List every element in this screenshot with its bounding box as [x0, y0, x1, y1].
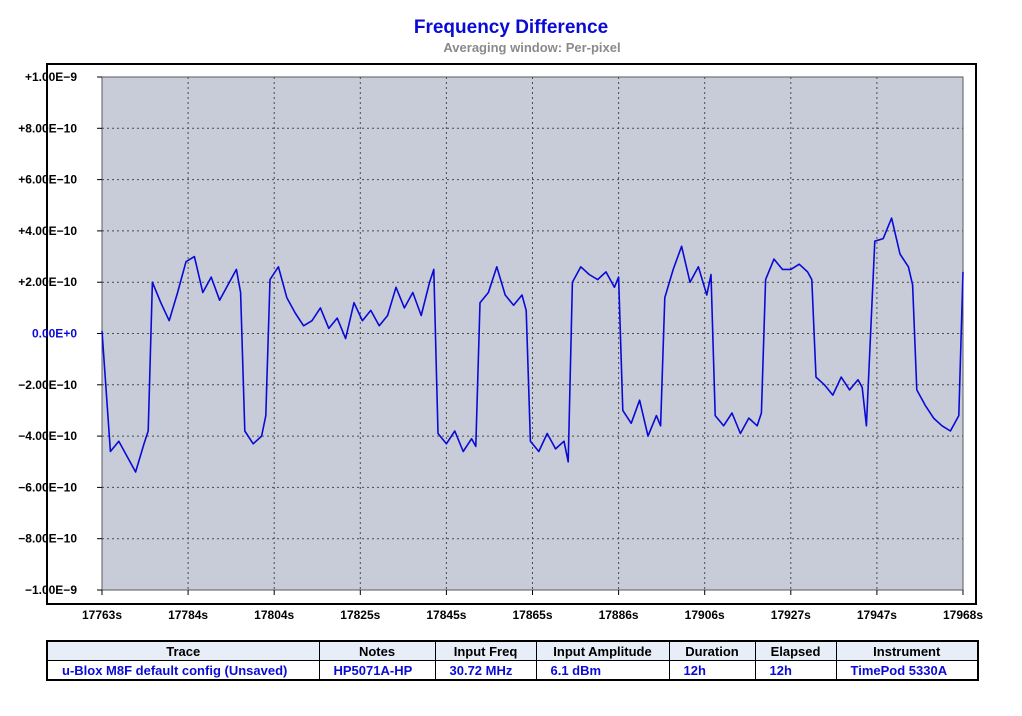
header-instrument: Instrument	[835, 640, 979, 661]
y-tick-label: +2.00E−10	[18, 275, 77, 289]
x-tick-label: 17865s	[512, 608, 552, 622]
y-tick-label: −4.00E−10	[18, 429, 77, 443]
y-tick-label: +4.00E−10	[18, 224, 77, 238]
cell-instrument: TimePod 5330A	[835, 660, 979, 681]
table-row[interactable]: u-Blox M8F default config (Unsaved) HP50…	[46, 660, 979, 681]
series-line	[101, 217, 964, 473]
chart-title: Frequency Difference	[413, 17, 609, 38]
chart-subtitle: Averaging window: Per-pixel	[443, 40, 621, 55]
x-tick-label: 17947s	[857, 608, 897, 622]
header-input-amplitude: Input Amplitude	[535, 640, 670, 661]
cell-notes: HP5071A-HP	[318, 660, 436, 681]
y-tick-label: −1.00E−9	[25, 583, 77, 597]
series-group	[101, 217, 964, 473]
x-tick-label: 17906s	[685, 608, 725, 622]
frequency-difference-chart: +1.00E−9 +8.00E−10 +6.00E−10 +4.00E−10 +2.00…	[18, 63, 983, 622]
x-tick-label: 17886s	[599, 608, 639, 622]
x-axis-ticks: 17763s 17784s 17804s 17825s 17845s 17865s 1788…	[82, 590, 983, 622]
trace-info-table: Trace Notes Input Freq Input Amplitude D…	[46, 640, 979, 681]
grid-lines	[102, 77, 963, 590]
y-tick-label: +1.00E−9	[25, 70, 77, 84]
header-trace: Trace	[46, 640, 320, 661]
cell-duration: 12h	[668, 660, 756, 681]
cell-input-amplitude: 6.1 dBm	[535, 660, 670, 681]
header-elapsed: Elapsed	[754, 640, 837, 661]
cell-input-freq: 30.72 MHz	[434, 660, 537, 681]
header-duration: Duration	[668, 640, 756, 661]
y-tick-label: −6.00E−10	[18, 480, 77, 494]
x-tick-label: 17845s	[426, 608, 466, 622]
y-tick-label: 0.00E+0	[32, 327, 77, 341]
header-input-freq: Input Freq	[434, 640, 537, 661]
x-tick-label: 17968s	[943, 608, 983, 622]
table-header-row: Trace Notes Input Freq Input Amplitude D…	[46, 640, 979, 661]
cell-elapsed: 12h	[754, 660, 837, 681]
y-tick-label: +8.00E−10	[18, 121, 77, 135]
x-tick-label: 17784s	[168, 608, 208, 622]
y-tick-label: −8.00E−10	[18, 532, 77, 546]
y-tick-label: −2.00E−10	[18, 378, 77, 392]
header-notes: Notes	[318, 640, 436, 661]
x-tick-label: 17825s	[340, 608, 380, 622]
cell-trace[interactable]: u-Blox M8F default config (Unsaved)	[46, 660, 320, 681]
y-axis-ticks: +1.00E−9 +8.00E−10 +6.00E−10 +4.00E−10 +2.00…	[18, 70, 102, 597]
x-tick-label: 17763s	[82, 608, 122, 622]
x-tick-label: 17804s	[254, 608, 294, 622]
y-tick-label: +6.00E−10	[18, 173, 77, 187]
x-tick-label: 17927s	[771, 608, 811, 622]
